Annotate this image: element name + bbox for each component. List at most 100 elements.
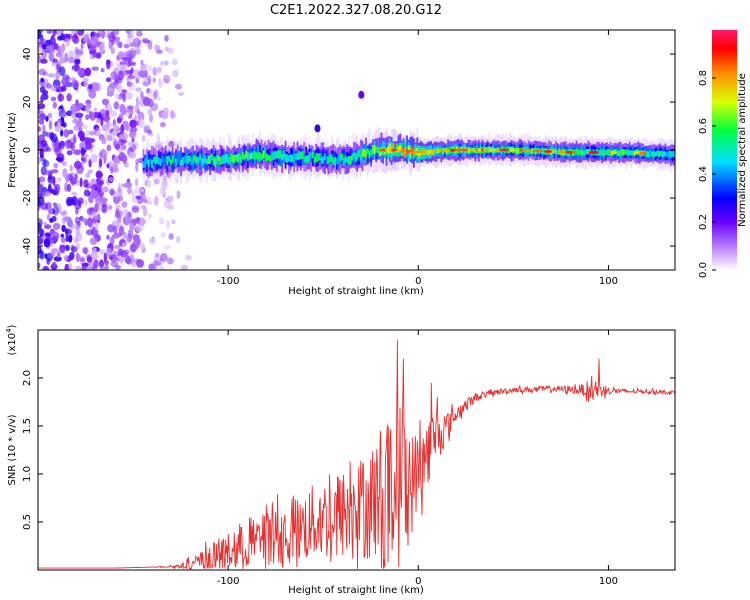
noise-blob <box>60 233 65 238</box>
noise-blob <box>77 130 85 139</box>
noise-blob <box>102 186 109 193</box>
spectrogram-axes: -100 0 100 -40 -20 0 20 40 <box>22 30 675 287</box>
noise-blob <box>135 96 139 107</box>
ridge-cell <box>277 153 280 165</box>
noise-blob <box>99 259 104 269</box>
ridge-cell <box>623 149 626 155</box>
noise-blob <box>66 183 72 192</box>
noise-blob <box>126 81 133 87</box>
noise-blob <box>90 184 98 192</box>
noise-blob <box>135 224 143 232</box>
ridge-cell <box>585 148 588 155</box>
noise-blob <box>110 47 115 55</box>
noise-blob <box>118 134 125 141</box>
noise-blob <box>83 81 89 88</box>
noise-blob <box>38 126 41 132</box>
noise-blob <box>109 110 117 117</box>
ridge-cell <box>657 150 660 157</box>
ridge-cell <box>329 154 331 162</box>
ridge-cell <box>262 150 265 159</box>
ridge-cell <box>488 146 491 153</box>
ridge-cell <box>529 149 532 155</box>
noise-blob <box>48 120 53 130</box>
noise-blob <box>131 258 136 268</box>
noise-blob <box>184 254 192 261</box>
noise-blob <box>84 199 88 207</box>
ridge-cell <box>257 152 259 160</box>
noise-blob <box>88 194 94 204</box>
ridge-cell <box>358 150 360 157</box>
noise-blob <box>75 265 82 270</box>
noise-blob <box>82 265 86 270</box>
snr-ytick-label: 0.5 <box>22 514 33 530</box>
ridge-cell <box>339 153 342 161</box>
ridge-cell <box>221 155 224 164</box>
noise-blob <box>100 117 104 126</box>
noise-blob <box>52 30 56 37</box>
ridge-cell <box>325 156 328 165</box>
noise-blob <box>56 252 61 258</box>
noise-blob <box>45 170 54 176</box>
noise-blob <box>70 143 76 152</box>
noise-blob <box>81 247 89 254</box>
noise-blob <box>64 255 68 262</box>
noise-blob <box>87 83 93 90</box>
noise-blob <box>95 32 101 38</box>
noise-blob <box>108 177 114 182</box>
ridge-cell <box>313 156 316 163</box>
ridge-cell <box>228 156 230 165</box>
noise-blob <box>59 47 65 53</box>
ridge-cell <box>356 151 359 161</box>
noise-blob <box>99 43 105 53</box>
ridge-cell <box>199 154 201 160</box>
ridge-cell <box>301 151 304 159</box>
noise-blob <box>142 39 150 44</box>
noise-blob <box>104 115 111 122</box>
noise-blob <box>139 65 146 70</box>
noise-blob <box>58 110 67 118</box>
noise-blob <box>46 214 51 221</box>
noise-blob <box>163 245 171 251</box>
ridge-cell <box>154 156 157 165</box>
ridge-cell <box>147 151 150 168</box>
noise-blob <box>61 209 68 216</box>
noise-blob <box>105 110 109 118</box>
noise-blob <box>119 195 123 202</box>
noise-blob <box>118 70 125 81</box>
noise-blob <box>54 146 62 156</box>
ridge-cell <box>368 150 371 159</box>
ridge-cell <box>229 153 232 162</box>
ridge-cell <box>401 148 403 156</box>
ridge-cell <box>332 157 335 166</box>
ridge-cell <box>318 153 321 161</box>
noise-blob <box>89 111 95 120</box>
ridge-cell <box>168 156 171 162</box>
noise-blob <box>128 132 135 138</box>
colorbar-label: Normalized spectral amplitude <box>737 73 748 227</box>
noise-blob <box>138 70 146 78</box>
spectrogram-content <box>38 30 675 270</box>
ridge-cell <box>659 151 662 156</box>
noise-blob <box>62 168 68 179</box>
ridge-cell <box>618 150 621 156</box>
ridge-hotspot <box>588 150 596 154</box>
ridge-cell <box>173 156 176 170</box>
ridge-cell <box>654 151 657 157</box>
ridge-cell <box>616 150 619 156</box>
noise-blob <box>74 58 81 65</box>
noise-blob <box>38 140 43 150</box>
snr-panel: -100 0 100 0.5 1.0 1.5 2.0 Height of straight … <box>5 324 676 596</box>
noise-blob <box>53 43 59 50</box>
noise-blob <box>103 154 107 164</box>
noise-blob <box>136 217 141 225</box>
ridge-hotspot <box>384 148 392 152</box>
ridge-hotspot <box>477 148 483 152</box>
ridge-cell <box>294 153 297 160</box>
noise-blob <box>79 141 86 151</box>
ridge-hotspot <box>489 148 498 152</box>
noise-blob <box>113 225 118 235</box>
noise-blob <box>52 102 57 109</box>
noise-blob <box>113 160 119 169</box>
noise-blob <box>52 222 61 230</box>
